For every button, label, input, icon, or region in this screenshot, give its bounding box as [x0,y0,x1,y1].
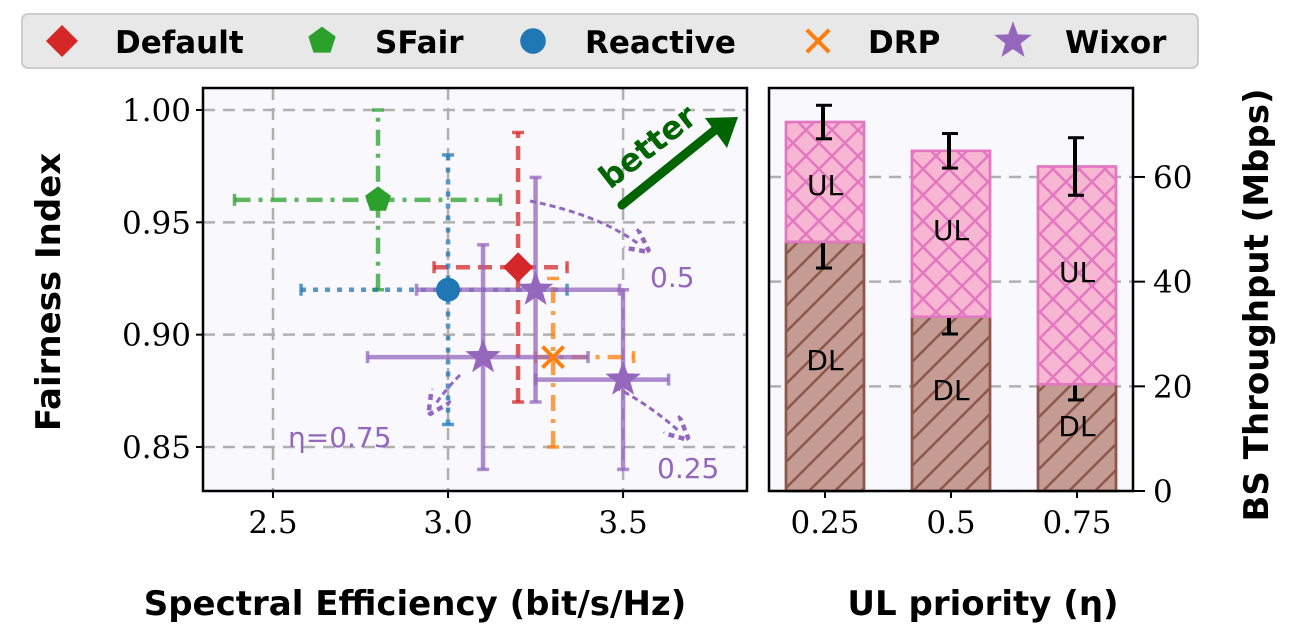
marker-reactive [436,277,461,302]
y-tick-label: 40 [1153,265,1192,301]
plot-frame [201,86,749,493]
legend-marker-sfair [308,26,336,53]
marker-wixor [605,360,641,395]
y-tick-label: 1.00 [122,93,191,129]
y-tick-label: 0.85 [122,430,191,466]
legend-label-default: Default [115,25,244,61]
marker-wixor [517,271,554,305]
x-tick-label: 0.25 [790,505,859,541]
x-tick-label: 3.5 [598,505,647,541]
annotation-eta-05: 0.5 [650,261,695,294]
better-arrow-shaft [617,125,720,210]
x-axis-label-right: UL priority (η) [847,584,1118,624]
legend-label-wixor: Wixor [1065,25,1167,61]
bar-label-dl: DL [806,344,844,377]
legend-box [21,13,1199,69]
y-tick-label: 20 [1153,369,1192,405]
bar-label-dl: DL [932,374,970,407]
scatter-plot: 2.5 3.0 3.5 0.85 0.90 0.95 1.00 [122,86,749,541]
x-tick-label: 3.0 [423,505,472,541]
legend-marker-wixor [994,21,1032,57]
legend-label-reactive: Reactive [585,25,736,61]
better-arrow-head [705,117,738,148]
bar-label-ul: UL [1059,256,1095,289]
y-tick-label: 0.90 [122,318,191,354]
bar-hatch-ul [910,149,992,318]
legend-label-drp: DRP [868,25,940,61]
y-axis-label-left: Fairness Index [29,153,69,431]
arrow-eta-075 [435,373,462,405]
bar-hatch-dl [1036,382,1118,493]
annotation-eta-025: 0.25 [657,452,719,485]
bar-hatch-ul [784,120,866,244]
y-tick-label: 60 [1153,160,1192,196]
marker-wixor [465,338,501,373]
plot-frame [767,86,1135,493]
bar-label-ul: UL [933,214,969,247]
x-axis-label-left: Spectral Efficiency (bit/s/Hz) [144,584,687,624]
bar-plot: 0 20 40 60 0.25 DL UL 0.5 DL UL 0.75 DL UL [767,86,1192,541]
legend-label-sfair: SFair [375,25,464,61]
marker-drp [541,345,565,370]
marker-sfair [365,186,391,211]
legend-marker-default [46,25,78,57]
legend-marker-drp [805,28,831,54]
arrow-eta-05 [529,199,640,245]
x-tick-label: 0.75 [1042,505,1111,541]
marker-default [503,252,534,283]
y-axis-label-right: BS Throughput (Mbps) [1237,89,1277,522]
legend-marker-reactive [520,28,546,54]
y-tick-label: 0 [1153,474,1173,510]
bar-hatch-dl [784,240,866,493]
bar-label-dl: DL [1058,410,1096,443]
annotation-eta-075: η=0.75 [288,421,392,454]
x-tick-label: 0.5 [926,505,975,541]
y-tick-label: 0.95 [122,205,191,241]
arrow-eta-025 [614,385,680,432]
x-tick-label: 2.5 [248,505,297,541]
bar-label-ul: UL [807,169,843,202]
legend: Default SFair Reactive DRP Wixor [21,13,1199,69]
